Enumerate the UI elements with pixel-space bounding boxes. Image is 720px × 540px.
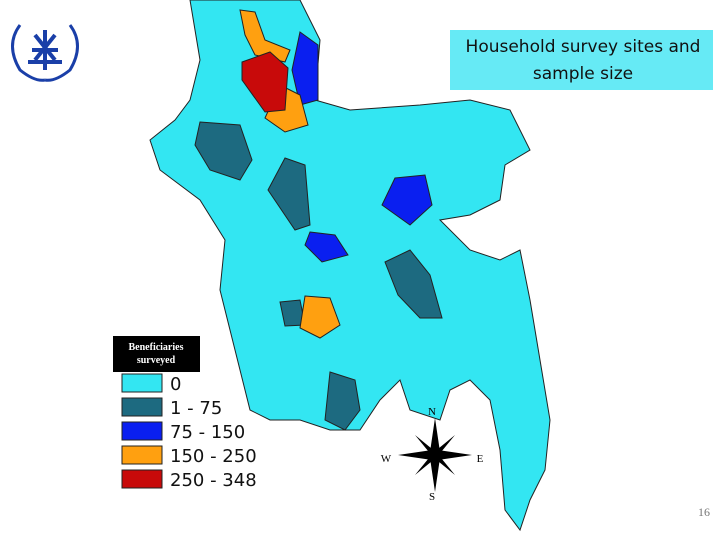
district (291, 31, 319, 106)
district (304, 231, 349, 263)
compass-label: E (477, 453, 484, 465)
compass-label: S (429, 491, 435, 503)
title: Household survey sites and (466, 37, 701, 57)
legend-title: surveyed (137, 355, 176, 366)
logo (11, 24, 79, 82)
district (241, 51, 289, 113)
legend-label: 250 - 348 (170, 470, 257, 491)
legend-label: 1 - 75 (170, 398, 222, 419)
district (381, 174, 433, 226)
legend-title-box (113, 336, 200, 372)
district (194, 121, 253, 181)
legend-label: 150 - 250 (170, 446, 257, 467)
page-number: 16 (698, 505, 710, 519)
legend-label: 75 - 150 (170, 422, 245, 443)
legend-swatch (121, 373, 163, 393)
legend-swatch (121, 445, 163, 465)
legend: 0 1 - 75 75 - 150 150 - 250 250 - 348 (121, 373, 257, 491)
map (149, 0, 551, 532)
legend-title: Beneficiaries (129, 342, 184, 353)
compass-label: N (428, 406, 436, 418)
legend-label: 0 (170, 374, 181, 395)
district (299, 295, 341, 339)
legend-swatch (121, 397, 163, 417)
district (324, 371, 361, 431)
compass-label: W (381, 453, 392, 465)
district (239, 9, 291, 63)
legend-swatch (121, 421, 163, 441)
district (267, 157, 311, 231)
legend-swatch (121, 469, 163, 489)
compass (398, 418, 472, 492)
district (384, 249, 443, 319)
title-box (450, 30, 713, 90)
country (149, 0, 551, 532)
title: sample size (533, 64, 633, 84)
